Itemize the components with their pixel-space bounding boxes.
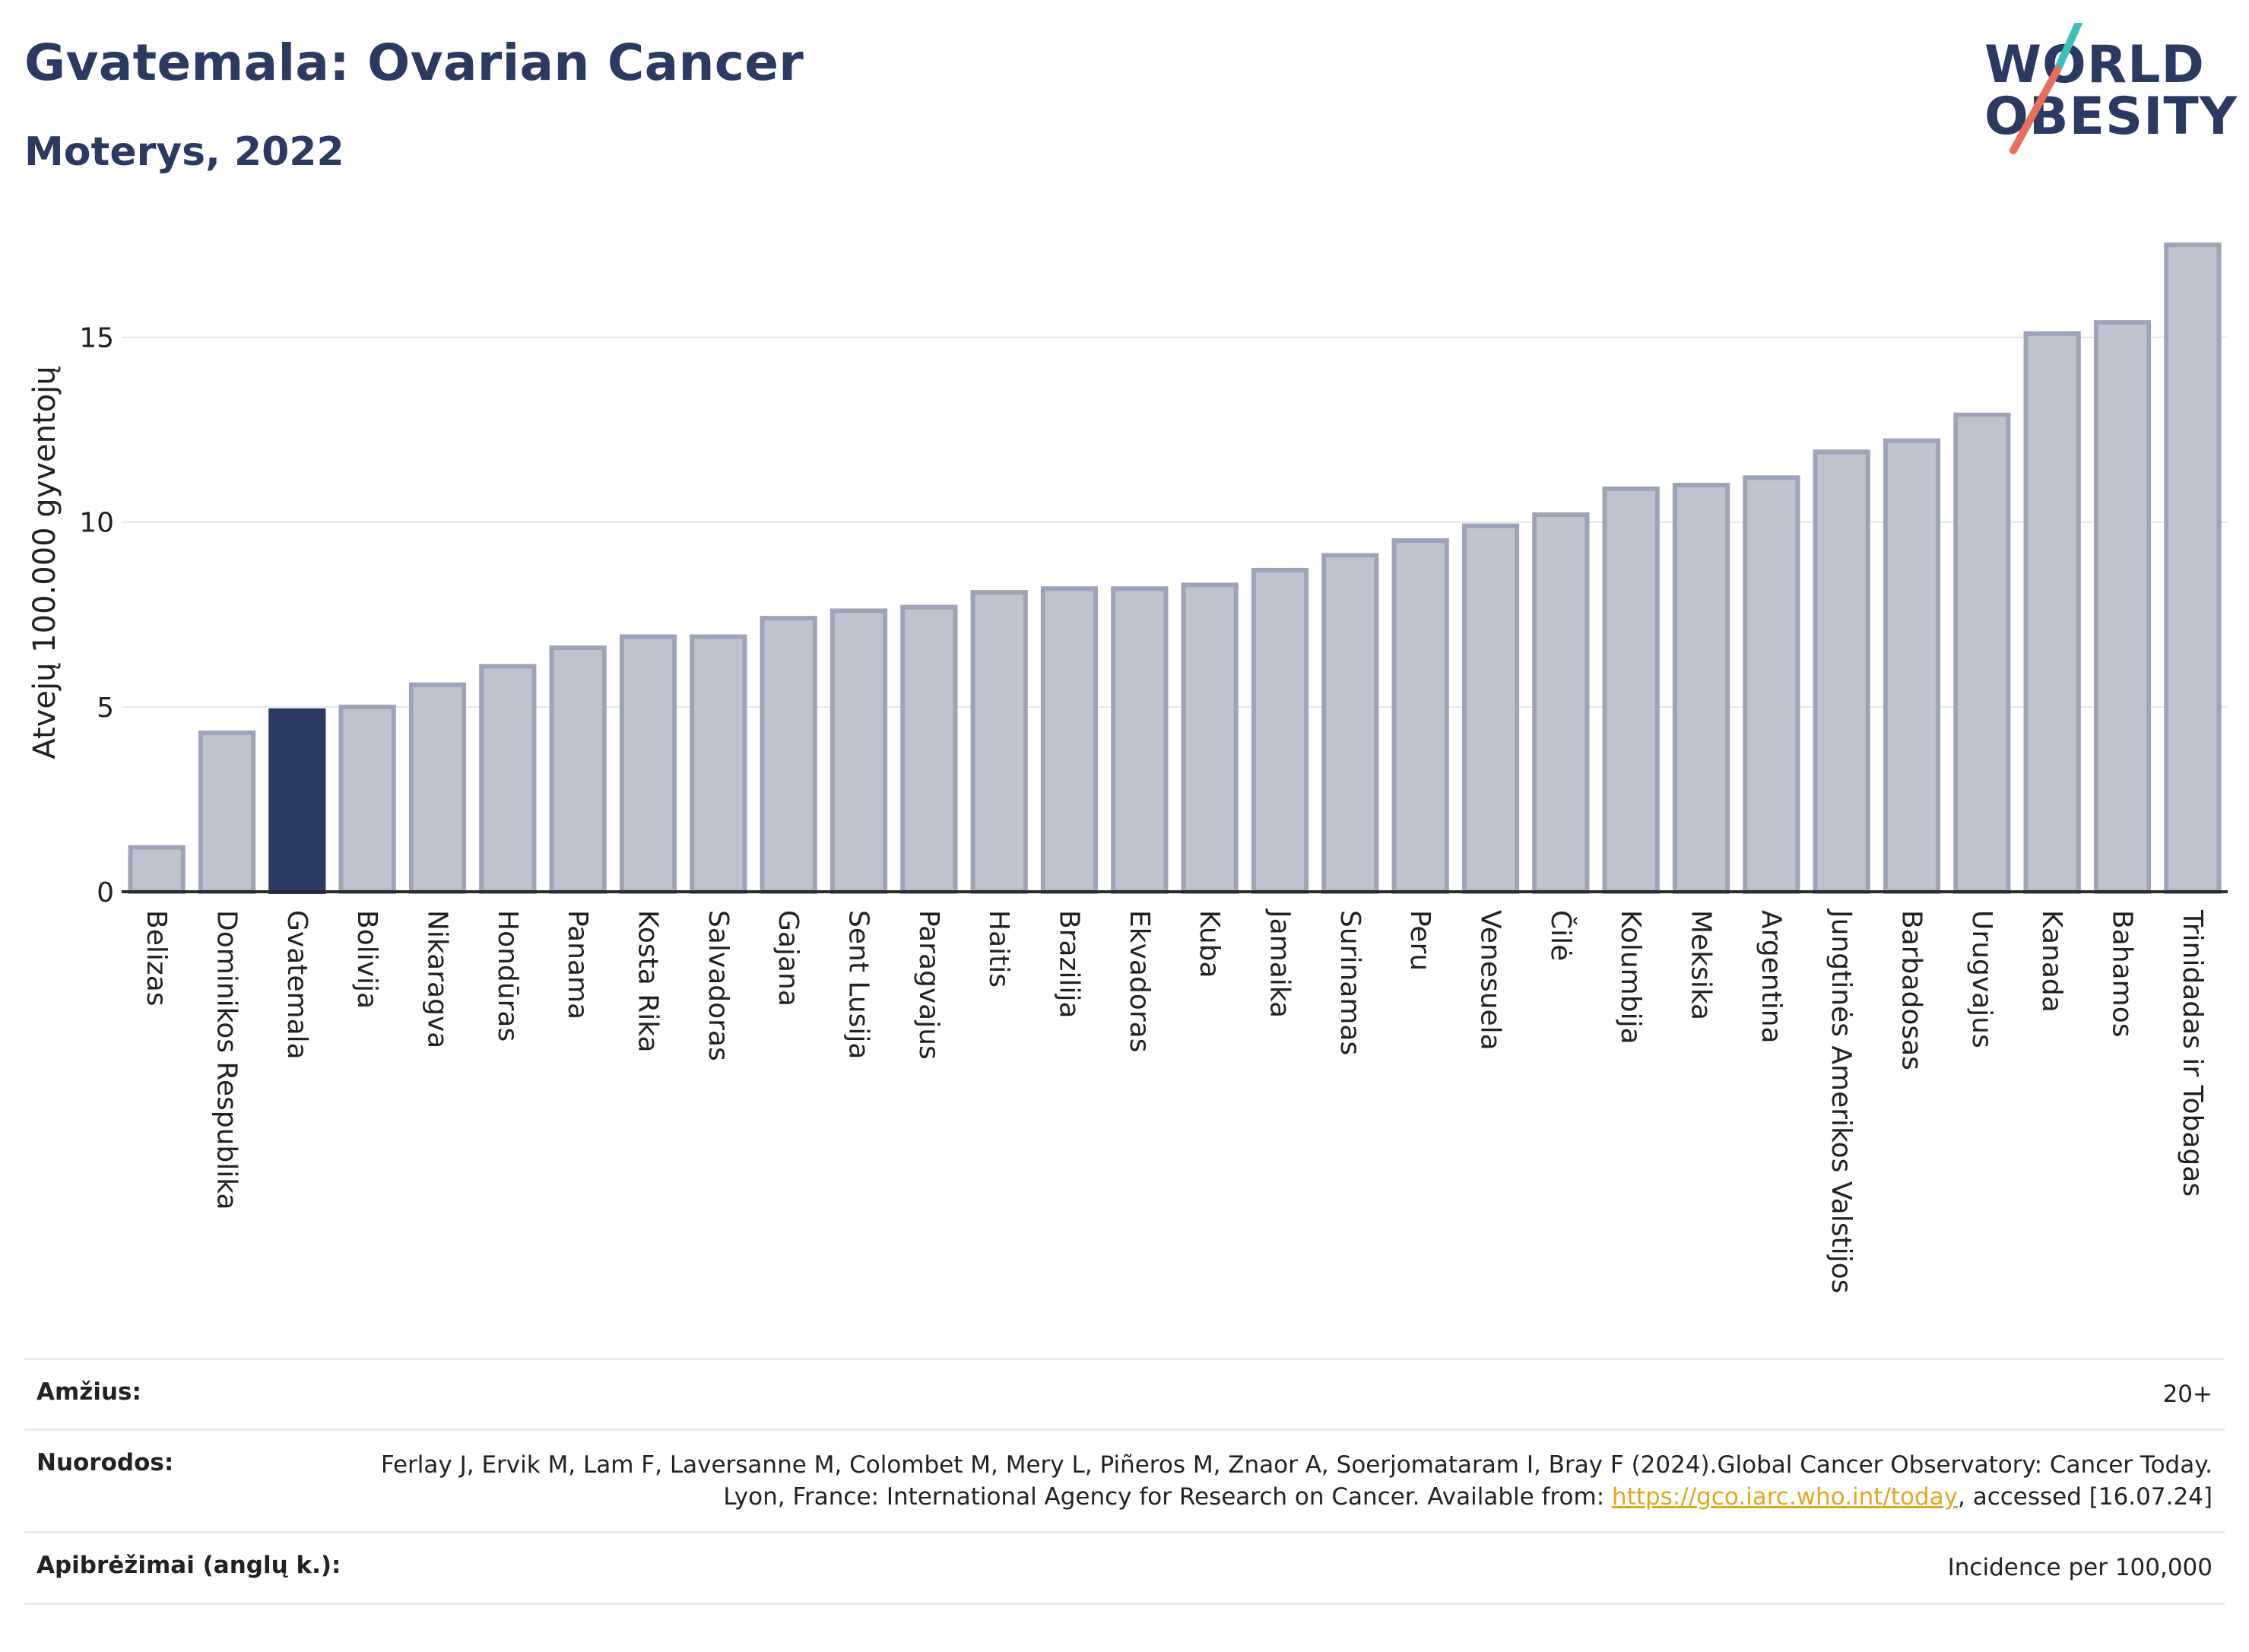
chart-title: Gvatemala: Ovarian Cancer <box>24 33 804 92</box>
info-table: Amžius: 20+ Nuorodos: Ferlay J, Ervik M,… <box>24 1358 2225 1605</box>
bar-25 <box>1883 438 1941 894</box>
x-tick-label: Gvatemala <box>281 910 312 1060</box>
x-tick-label: Trinidadas ir Tobagas <box>2177 909 2208 1197</box>
x-tick-label: Meksika <box>1686 910 1717 1020</box>
y-tick-label: 5 <box>97 693 114 724</box>
x-tick-label: Paragvajus <box>913 910 944 1060</box>
bar-27 <box>2023 331 2081 895</box>
bar-22 <box>1672 483 1730 895</box>
logo-line-1: WORLD <box>1984 35 2205 95</box>
x-tick-label: Kanada <box>2036 910 2067 1013</box>
x-tick-label: Kolumbija <box>1615 910 1646 1045</box>
x-tick-label: Barbadosas <box>1896 910 1927 1070</box>
bar-14 <box>1111 586 1169 894</box>
x-tick-label: Bolivija <box>351 910 382 1009</box>
x-tick-label: Dominikos Respublika <box>211 910 243 1210</box>
bar-chart: 0 5 10 15 Belizas Dominikos Respublika Gvatem… <box>27 243 2228 1293</box>
age-row: Amžius: 20+ <box>24 1358 2225 1428</box>
bar-15 <box>1181 582 1239 894</box>
y-tick-label: 0 <box>97 877 114 908</box>
x-tick-label: Salvadoras <box>703 910 734 1061</box>
bar-11 <box>900 604 958 894</box>
x-tick-label: Nikaragva <box>422 910 453 1048</box>
x-tick-label: Hondūras <box>492 910 523 1042</box>
world-obesity-logo: WORLD OBESITY <box>1984 23 2237 160</box>
age-label: Amžius: <box>36 1378 141 1406</box>
x-tick-label: Haitis <box>983 910 1014 988</box>
bar-5 <box>479 664 537 894</box>
references-label: Nuorodos: <box>36 1449 174 1477</box>
bars <box>122 243 2228 895</box>
x-tick-label: Jamaika <box>1264 908 1296 1018</box>
bar-21 <box>1602 486 1660 895</box>
x-tick-label: Kosta Rika <box>633 910 664 1053</box>
x-tick-label: Kuba <box>1194 910 1225 978</box>
bar-2 <box>268 708 326 894</box>
bar-13 <box>1040 586 1099 894</box>
definitions-row: Apibrėžimai (anglų k.): Incidence per 10… <box>24 1531 2225 1605</box>
bar-18 <box>1391 538 1449 894</box>
references-value: Ferlay J, Ervik M, Lam F, Laversanne M, … <box>312 1449 2213 1513</box>
age-value: 20+ <box>2162 1381 2213 1408</box>
bar-7 <box>619 634 677 894</box>
bar-26 <box>1953 412 2011 895</box>
definitions-value: Incidence per 100,000 <box>1947 1554 2213 1582</box>
x-tick-label: Peru <box>1404 910 1435 971</box>
references-link[interactable]: https://gco.iarc.who.int/today <box>1612 1483 1958 1511</box>
bar-24 <box>1813 449 1870 894</box>
x-tick-label: Urugvajus <box>1966 910 1997 1048</box>
x-tick-label: Argentina <box>1756 910 1787 1044</box>
bar-0 <box>128 845 186 894</box>
logo-slash-icon <box>2010 23 2082 154</box>
x-tick-label: Brazilija <box>1054 910 1085 1019</box>
x-tick-label: Venesuela <box>1475 910 1506 1051</box>
y-tick-label: 10 <box>79 508 114 539</box>
x-tick-label: Bahamos <box>2107 910 2138 1037</box>
x-tick-label: Surinamas <box>1334 910 1366 1055</box>
bar-3 <box>338 704 396 894</box>
bar-10 <box>829 608 888 894</box>
bar-20 <box>1532 512 1590 894</box>
references-text: Ferlay J, Ervik M, Lam F, Laversanne M, … <box>380 1451 2213 1511</box>
x-tick-label: Ekvadoras <box>1124 910 1155 1052</box>
bar-4 <box>408 682 467 894</box>
bar-19 <box>1461 523 1520 894</box>
definitions-label: Apibrėžimai (anglų k.): <box>36 1552 341 1580</box>
bar-28 <box>2093 320 2152 894</box>
y-tick-labels: 0 5 10 15 <box>79 323 114 908</box>
x-tick-labels: Belizas Dominikos Respublika Gvatemala Boli… <box>141 908 2208 1293</box>
x-tick-label: Sent Lusija <box>843 910 874 1059</box>
y-axis-label: Atvejų 100.000 gyventojų <box>27 366 62 759</box>
x-tick-label: Čilė <box>1545 910 1577 961</box>
references-row: Nuorodos: Ferlay J, Ervik M, Lam F, Lave… <box>24 1428 2225 1531</box>
x-tick-label: Gajana <box>772 910 804 1007</box>
bar-6 <box>549 645 607 895</box>
bar-12 <box>970 590 1028 894</box>
gridlines <box>122 336 2228 708</box>
bar-9 <box>760 616 817 894</box>
x-tick-label: Jungtinės Amerikos Valstijos <box>1826 908 1857 1293</box>
bar-23 <box>1743 475 1800 894</box>
bar-8 <box>690 634 747 894</box>
chart-subtitle: Moterys, 2022 <box>24 129 344 175</box>
bar-1 <box>198 730 256 895</box>
x-tick-label: Panama <box>562 910 593 1019</box>
x-tick-label: Belizas <box>141 910 172 1007</box>
y-tick-label: 15 <box>79 323 114 354</box>
bar-29 <box>2164 243 2222 894</box>
references-suffix: , accessed [16.07.24] <box>1957 1483 2213 1511</box>
bar-16 <box>1251 567 1309 894</box>
bar-17 <box>1321 553 1379 894</box>
